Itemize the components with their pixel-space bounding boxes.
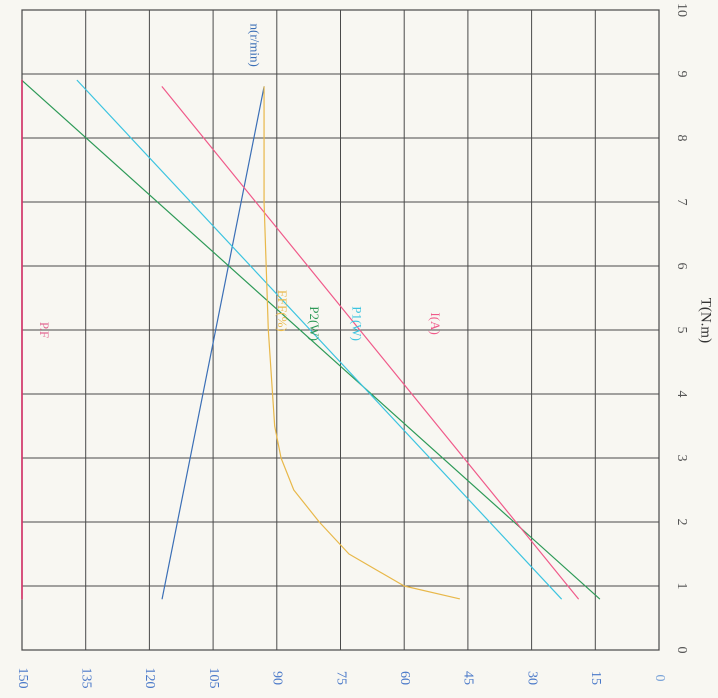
x-tick-label: 9 xyxy=(674,71,689,78)
y-tick-label: 30 xyxy=(524,671,539,685)
series-label: P2(W) xyxy=(307,306,322,341)
x-tick-label: 1 xyxy=(674,583,689,590)
x-tick-label: 10 xyxy=(674,3,689,17)
y-tick-label: 120 xyxy=(142,668,157,689)
x-tick-label: 6 xyxy=(674,263,689,270)
series-line xyxy=(161,86,579,600)
series-label: P.F xyxy=(37,322,52,338)
x-tick-label: 8 xyxy=(674,135,689,142)
series-line xyxy=(21,79,601,600)
x-tick-label: 0 xyxy=(674,647,689,654)
series-label: n(r/min) xyxy=(247,24,262,67)
x-tick-label: 7 xyxy=(674,199,689,206)
x-axis-label: T(N.m) xyxy=(698,298,714,343)
series-line xyxy=(76,79,562,600)
y-tick-label: 0 xyxy=(652,675,667,682)
x-axis-ticks: 0 1 2 3 4 5 6 7 8 9 10 xyxy=(674,3,689,654)
y-tick-label: 75 xyxy=(333,671,348,685)
y-tick-label: 150 xyxy=(15,668,30,689)
series-labels: n(r/min) P2(W) P1(W) I(A) EFF(%) P.F xyxy=(37,24,443,341)
y-tick-label: 45 xyxy=(461,671,476,685)
series-line xyxy=(263,86,461,600)
x-tick-label: 3 xyxy=(674,455,689,462)
series-lines xyxy=(21,79,601,600)
x-tick-label: 4 xyxy=(674,391,689,398)
series-line xyxy=(161,86,265,600)
x-tick-label: 5 xyxy=(674,327,689,334)
series-label: P1(W) xyxy=(349,306,364,341)
series-label: EFF(%) xyxy=(275,290,290,332)
grid xyxy=(21,9,660,651)
y-axis-ticks: 0 15 30 45 60 75 90 105 120 135 150 xyxy=(15,668,667,689)
series-label: I(A) xyxy=(428,312,443,334)
y-tick-label: 90 xyxy=(270,671,285,685)
y-tick-label: 60 xyxy=(397,671,412,685)
y-tick-label: 15 xyxy=(588,671,603,685)
x-tick-label: 2 xyxy=(674,519,689,526)
y-tick-label: 105 xyxy=(206,668,221,689)
y-tick-label: 135 xyxy=(78,668,93,689)
